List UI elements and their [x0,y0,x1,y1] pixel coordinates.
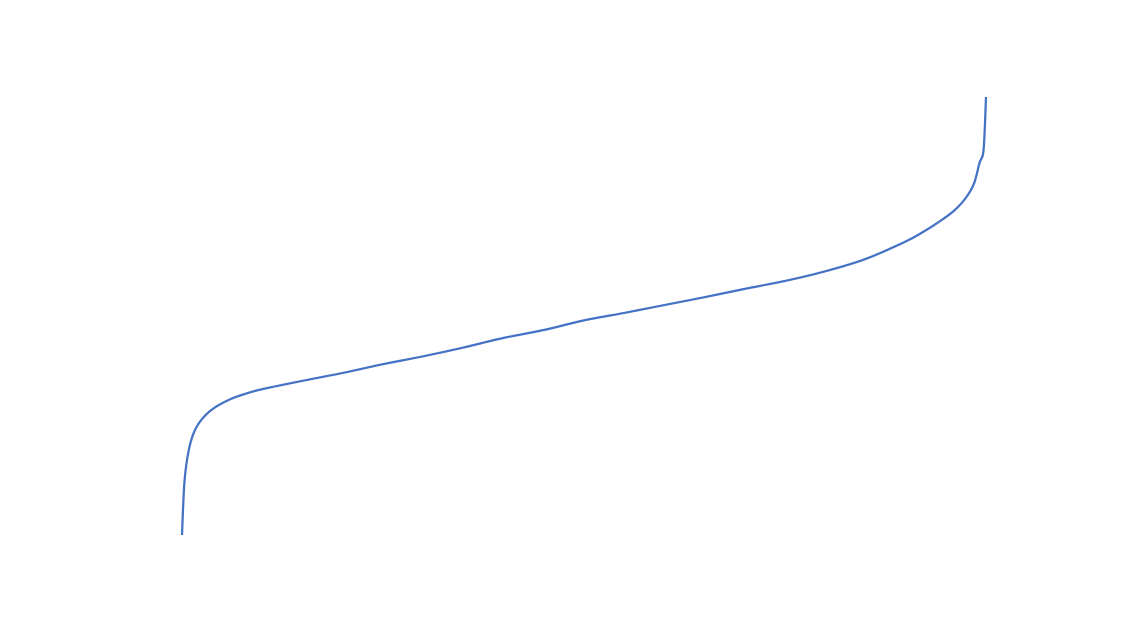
series-line-1 [180,96,988,536]
plot-area [180,96,988,536]
